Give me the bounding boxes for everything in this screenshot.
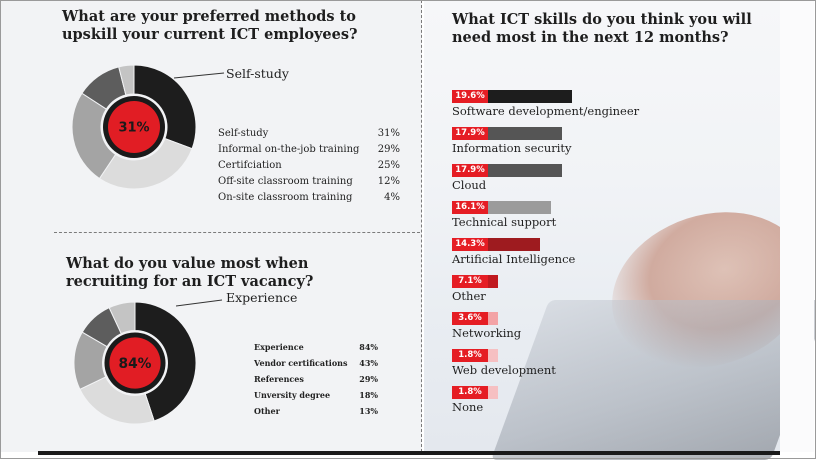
upskill-legend-row: Certifciation 25%	[218, 158, 400, 174]
skills-bar-value: 16.1%	[452, 201, 488, 214]
upskill-slice-1	[133, 64, 197, 150]
recruiting-legend-value: 29%	[359, 374, 378, 384]
skills-bar-fill	[488, 90, 572, 103]
horizontal-divider	[54, 232, 420, 233]
skills-bar: 1.8%	[452, 349, 498, 362]
upskill-center-value: 31%	[118, 121, 149, 136]
skills-bar-label: Cloud	[452, 178, 487, 192]
skills-bar-fill	[488, 127, 562, 140]
recruiting-donut-chart: 84%	[73, 301, 197, 425]
recruiting-legend-row: References 29%	[254, 371, 378, 387]
skills-bar: 14.3%	[452, 238, 540, 251]
skills-chart-title: What ICT skills do you think you will ne…	[452, 11, 752, 46]
recruiting-highlight-label: Experience	[226, 290, 298, 305]
recruiting-legend-value: 13%	[359, 406, 378, 416]
skills-bar: 19.6%	[452, 90, 572, 103]
recruiting-center-disc	[109, 337, 161, 389]
skills-bar-fill	[488, 349, 498, 362]
skills-bar-label: Software development/engineer	[452, 104, 640, 118]
upskill-legend-label: Certifciation	[218, 160, 282, 171]
upskill-legend-value: 29%	[377, 144, 400, 155]
recruiting-legend-value: 43%	[359, 358, 378, 368]
skills-bar: 17.9%	[452, 127, 562, 140]
upskill-chart-title: What are your preferred methods to upski…	[62, 8, 358, 43]
recruiting-legend: Experience 84% Vendor certifications 43% Ref…	[254, 339, 378, 419]
skills-bar-label: Information security	[452, 141, 572, 155]
upskill-legend-row: Self-study 31%	[218, 126, 400, 142]
upskill-legend-row: Informal on-the-job training 29%	[218, 142, 400, 158]
skills-bar-value: 7.1%	[452, 275, 488, 288]
recruiting-legend-value: 84%	[359, 342, 378, 352]
skills-bar-value: 1.8%	[452, 349, 488, 362]
upskill-highlight-label: Self-study	[226, 66, 289, 81]
bottom-rule	[38, 451, 780, 455]
upskill-legend-value: 25%	[377, 160, 400, 171]
skills-bar: 1.8%	[452, 386, 498, 399]
upskill-callout-line	[174, 72, 225, 79]
upskill-legend: Self-study 31% Informal on-the-job trainin…	[218, 126, 400, 206]
skills-bar-value: 17.9%	[452, 164, 488, 177]
recruiting-legend-label: Vendor certifications	[254, 358, 348, 368]
skills-bar-value: 17.9%	[452, 127, 488, 140]
skills-bar-fill	[488, 201, 551, 214]
upskill-legend-label: Self-study	[218, 128, 269, 139]
upskill-legend-value: 31%	[377, 128, 400, 139]
recruiting-legend-row: Unversity degree 18%	[254, 387, 378, 403]
skills-bar-fill	[488, 238, 540, 251]
recruiting-chart-title: What do you value most when recruiting f…	[66, 255, 314, 290]
skills-bar-label: Other	[452, 289, 486, 303]
upskill-slice-2	[98, 137, 193, 190]
vertical-divider	[421, 0, 422, 452]
upskill-donut-chart: 31%	[71, 64, 197, 190]
left-panel	[0, 0, 422, 452]
recruiting-legend-row: Other 13%	[254, 403, 378, 419]
recruiting-legend-label: Unversity degree	[254, 390, 331, 400]
skills-bar: 7.1%	[452, 275, 498, 288]
skills-bar-label: Technical support	[452, 215, 557, 229]
recruiting-legend-value: 18%	[359, 390, 378, 400]
right-margin	[780, 0, 814, 452]
skills-bar: 3.6%	[452, 312, 498, 325]
upskill-legend-value: 4%	[384, 192, 400, 203]
upskill-slice-5	[118, 64, 135, 96]
upskill-center-disc	[108, 101, 160, 153]
skills-bar-label: Networking	[452, 326, 522, 340]
skills-bar-label: Web development	[452, 363, 556, 377]
skills-bar: 17.9%	[452, 164, 562, 177]
skills-bar-label: Artificial Intelligence	[452, 252, 576, 266]
skills-bar-fill	[488, 312, 498, 325]
upskill-legend-row: Off-site classroom training 12%	[218, 174, 400, 190]
skills-bar-value: 14.3%	[452, 238, 488, 251]
recruiting-slice-5	[108, 301, 136, 335]
skills-bar-fill	[488, 164, 562, 177]
skills-bar-value: 1.8%	[452, 386, 488, 399]
upskill-legend-row: On-site classroom training 4%	[218, 190, 400, 206]
recruiting-legend-row: Vendor certifications 43%	[254, 355, 378, 371]
recruiting-legend-row: Experience 84%	[254, 339, 378, 355]
skills-bar: 16.1%	[452, 201, 551, 214]
skills-bar-fill	[488, 275, 498, 288]
recruiting-legend-label: Other	[254, 406, 280, 416]
upskill-legend-label: Informal on-the-job training	[218, 144, 360, 155]
recruiting-callout-line	[176, 299, 223, 307]
recruiting-legend-label: Experience	[254, 342, 304, 352]
recruiting-slice-1	[134, 301, 197, 422]
recruiting-legend-label: References	[254, 374, 304, 384]
upskill-legend-value: 12%	[377, 176, 400, 187]
skills-bar-value: 19.6%	[452, 90, 488, 103]
upskill-legend-label: On-site classroom training	[218, 192, 353, 203]
recruiting-center-value: 84%	[119, 356, 152, 372]
skills-bar-label: None	[452, 400, 484, 414]
skills-bar-fill	[488, 386, 498, 399]
skills-bar-value: 3.6%	[452, 312, 488, 325]
upskill-legend-label: Off-site classroom training	[218, 176, 353, 187]
